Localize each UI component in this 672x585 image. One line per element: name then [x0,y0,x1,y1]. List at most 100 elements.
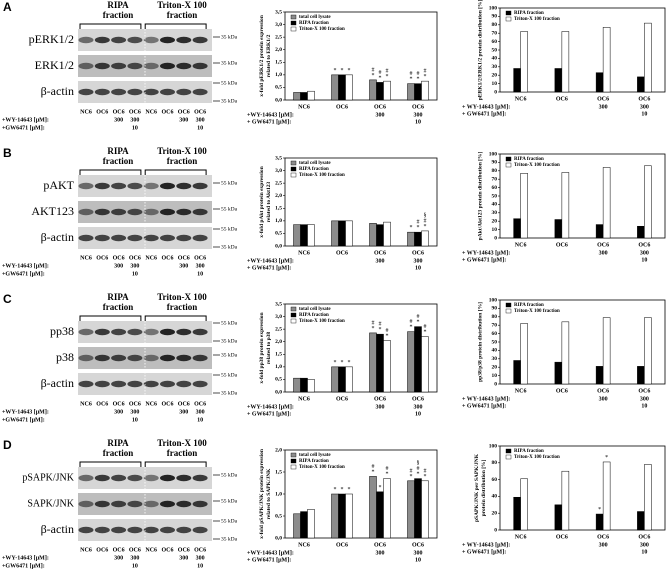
x-row-value: 300 [376,112,385,118]
lane-label: OC6 [194,401,206,407]
band [94,36,110,44]
kda-marker: 35 kDa [221,98,238,104]
band [176,380,192,388]
panel-letter: B [3,146,12,160]
kda-marker: 55 kDa [221,472,238,478]
panel-letter: C [3,292,12,306]
bar [307,90,315,101]
panel-letter: A [3,0,12,14]
band [111,62,127,70]
lane-label: NC6 [80,401,92,407]
kda-marker: 35 kDa [221,60,238,66]
legend-label: RIPA fraction [299,167,329,172]
band [111,208,127,216]
bracket [79,315,142,322]
bar [345,74,353,101]
x-row-value: 10 [641,403,647,409]
bar [331,74,339,101]
lane-label: NC6 [145,401,157,407]
x-row-label: + WY-14643 [µM]: [462,104,510,110]
y-tick-label: 70 [492,176,498,182]
bar [561,321,570,385]
y-tick-label: 20 [492,72,498,78]
lane-label: OC6 [129,255,141,261]
y-axis-label: protein distribution [%] [481,459,487,516]
legend-swatch [290,458,297,464]
legend-swatch [505,308,512,314]
band [127,88,143,96]
legend-label: RIPA fraction [514,157,544,162]
bar [644,317,652,385]
wy-dose: 300 [130,555,139,561]
legend-swatch [505,454,512,460]
wy-dose: 300 [114,263,123,269]
band [143,354,159,362]
significance: * [605,455,608,461]
significance: § # * [424,213,427,230]
bar [293,377,301,393]
bracket [144,23,207,30]
lane-label: OC6 [178,109,190,115]
x-row-value: 300 [599,104,608,110]
bar [345,366,353,393]
y-axis-label: pSAPK/JNK per SAPK/JNK [474,453,480,522]
legend-swatch [290,464,297,470]
x-row-value: 10 [641,549,647,555]
band [94,234,110,242]
bar [637,511,645,531]
bar [407,331,415,393]
bar [414,231,422,247]
bar [595,224,604,239]
legend-label: Triton-X 100 fraction [299,319,345,324]
legend-label: total cell lysate [299,453,331,458]
bar [595,366,604,385]
kda-marker: 55 kDa [221,206,238,212]
band [143,208,159,216]
x-row-value: 300 [376,550,385,556]
y-tick-label: 1,5 [275,206,282,212]
bar [414,478,422,539]
lane-label: OC6 [178,255,190,261]
x-row-label: + GW6471 [µM]: [247,411,291,417]
y-tick-label: 1,0 [275,218,282,224]
band [94,354,110,362]
band [78,500,94,508]
band [160,208,175,216]
band [160,182,175,190]
legend-swatch [290,20,297,26]
bar [345,220,353,247]
bar [520,323,528,385]
wy-dose: 300 [179,555,188,561]
y-tick-label: 0,5 [275,85,282,91]
y-tick-label: 3,5 [275,301,282,307]
y-tick-label: 10 [492,373,498,379]
y-tick-label: 2,0 [275,47,282,53]
y-axis-label: x-fold pSAPK/JNK protein expression [259,449,265,539]
x-row-label: + GW6471 [µM]: [462,257,506,263]
gw-dose: 10 [132,125,138,131]
bar [561,31,570,93]
significance: # * [410,320,413,332]
band [111,354,127,362]
bar [421,230,429,247]
x-row-value: 300 [599,542,608,548]
bar [383,80,391,101]
kda-marker: 55 kDa [221,498,238,504]
legend-swatch [290,160,297,166]
wy-dose: 300 [114,409,123,415]
lane-label: OC6 [129,547,141,553]
x-tick-label: NC6 [515,388,527,394]
y-tick-label: 1,0 [275,364,282,370]
x-tick-label: OC6 [638,242,650,248]
y-axis-label: x-fold pp38 protein expression [259,312,265,383]
bar [602,167,611,239]
band [78,328,94,336]
band [176,328,192,336]
band [94,208,110,216]
wy-dose: 300 [114,117,123,123]
significance: # * [410,469,413,481]
band [127,36,143,44]
x-row-value: 300 [599,396,608,402]
gw-dose: 10 [197,125,203,131]
x-row-value: 300 [640,104,649,110]
